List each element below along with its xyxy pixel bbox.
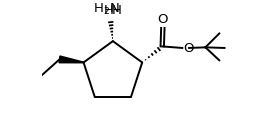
Text: H: H [112, 4, 122, 17]
Text: O: O [183, 42, 194, 55]
Text: H: H [104, 4, 113, 17]
Text: O: O [157, 13, 168, 26]
Polygon shape [59, 56, 84, 63]
Text: $\mathregular{H_2N}$: $\mathregular{H_2N}$ [93, 2, 120, 17]
